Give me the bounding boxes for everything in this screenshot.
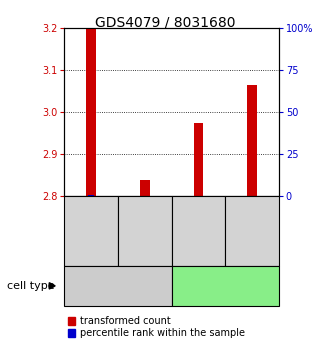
Polygon shape	[49, 282, 55, 289]
Text: cell type: cell type	[7, 281, 54, 291]
Text: Leukapheresis CD34+
cells: Leukapheresis CD34+ cells	[179, 276, 272, 296]
Bar	[140, 181, 149, 196]
Text: GSM779421: GSM779421	[247, 201, 257, 261]
Bar	[194, 123, 203, 196]
Text: GSM779418: GSM779418	[86, 201, 96, 261]
Text: GDS4079 / 8031680: GDS4079 / 8031680	[95, 16, 235, 30]
Bar	[247, 85, 257, 196]
Bar	[88, 195, 94, 196]
Text: GSM779419: GSM779419	[193, 201, 203, 261]
Text: Lipotransfer aspirate
CD34+ cells: Lipotransfer aspirate CD34+ cells	[74, 276, 162, 296]
Text: transformed count: transformed count	[80, 316, 171, 326]
Bar	[86, 28, 96, 196]
Text: GSM779420: GSM779420	[140, 201, 150, 261]
Text: percentile rank within the sample: percentile rank within the sample	[80, 328, 245, 338]
